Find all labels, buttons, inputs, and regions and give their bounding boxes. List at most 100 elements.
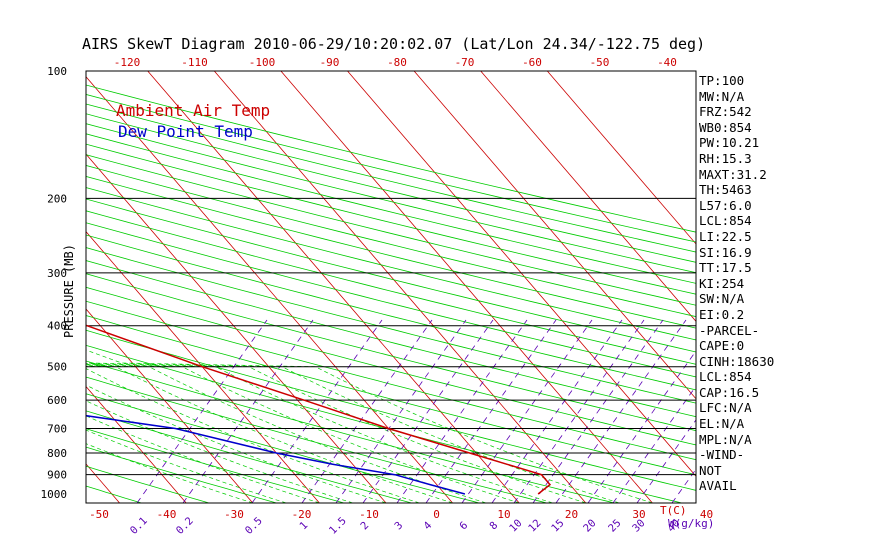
y-tick-label: 800: [47, 447, 67, 460]
dry-adiabat-line: [86, 410, 412, 503]
sounding-index-item: MAXT:31.2: [699, 166, 767, 182]
sounding-index-item: -PARCEL-: [699, 322, 760, 338]
sounding-index-item: PW:10.21: [699, 135, 760, 151]
y-tick-label: 1000: [41, 488, 68, 501]
isotherm-line: [546, 71, 696, 245]
sounding-index-item: EL:N/A: [699, 416, 745, 432]
mixing-ratio-line: [491, 319, 623, 503]
x-tick-label-top: -120: [114, 56, 141, 69]
dry-adiabat-line: [86, 446, 277, 503]
isotherm-line: [86, 308, 254, 503]
sounding-index-item: WB0:854: [699, 119, 752, 135]
sounding-index-item: L57:6.0: [699, 197, 752, 213]
mixing-ratio-label: 1: [297, 519, 310, 532]
dry-adiabat-line: [86, 143, 696, 295]
sounding-index-item: LCL:854: [699, 213, 752, 229]
mixing-ratio-label: 4: [421, 519, 434, 532]
mixing-ratio-label: 6: [457, 519, 470, 532]
isotherm-line: [280, 71, 653, 503]
y-tick-label: 200: [47, 192, 67, 205]
dew-point-profile: [86, 414, 466, 495]
x-tick-label-bottom: 0: [433, 508, 440, 521]
dry-adiabat-line: [86, 154, 696, 306]
sounding-index-item: CINH:18630: [699, 353, 775, 369]
mixing-ratio-label: 2: [358, 519, 371, 532]
dry-adiabat-line: [86, 247, 696, 404]
dry-adiabat-line: [86, 165, 696, 318]
sounding-index-item: TT:17.5: [699, 260, 752, 276]
dry-adiabat-line: [86, 329, 696, 491]
x-tick-label-top: -100: [249, 56, 276, 69]
dry-adiabat-line: [86, 222, 696, 378]
isotherm-line: [347, 71, 696, 477]
y-tick-label: 100: [47, 65, 67, 78]
dry-adiabat-line: [86, 234, 696, 391]
mixing-ratio-label: 0.5: [243, 515, 265, 537]
mixing-ratio-line: [555, 319, 687, 503]
mixing-ratio-label: 12: [526, 517, 543, 534]
mixing-ratio-line: [532, 319, 664, 503]
sounding-index-item: LCL:854: [699, 369, 752, 385]
x-unit-temperature: T(C): [660, 504, 687, 517]
x-tick-label-bottom: -10: [359, 508, 379, 521]
isotherm-line: [86, 153, 387, 503]
moist-adiabat-line: [86, 443, 253, 503]
sounding-index-item: -WIND-: [699, 447, 745, 463]
dry-adiabat-line: [86, 123, 696, 274]
x-tick-label-bottom: -50: [89, 508, 109, 521]
mixing-ratio-line: [182, 319, 314, 503]
dry-adiabat-line: [86, 103, 696, 253]
plot-frame: [85, 70, 697, 504]
sounding-index-item: CAPE:0: [699, 338, 745, 354]
dry-adiabat-line: [86, 300, 696, 461]
sounding-index-item: KI:254: [699, 275, 745, 291]
sounding-index-item: LFC:N/A: [699, 400, 752, 416]
x-unit-mixing-ratio: W(g/kg): [668, 517, 715, 530]
isotherm-line: [0, 71, 53, 503]
mixing-ratio-line: [301, 319, 433, 503]
x-tick-label-bottom: 30: [632, 508, 645, 521]
sounding-index-item: FRZ:542: [699, 104, 752, 120]
mixing-ratio-line: [513, 319, 645, 503]
y-tick-label: 300: [47, 267, 67, 280]
mixing-ratio-line: [612, 385, 696, 503]
sounding-index-item: NOT: [699, 462, 722, 478]
isotherm-line: [86, 76, 453, 503]
x-tick-label-bottom: -30: [224, 508, 244, 521]
dry-adiabat-line: [86, 428, 345, 503]
x-tick-label-bottom: -20: [292, 508, 312, 521]
chart-title: AIRS SkewT Diagram 2010-06-29/10:20:02.0…: [82, 35, 706, 53]
sounding-index-item: SW:N/A: [699, 291, 745, 307]
dry-adiabat-line: [86, 187, 696, 341]
legend-dew-point-temp: Dew Point Temp: [118, 122, 253, 141]
x-tick-label-bottom: 40: [700, 508, 713, 521]
x-tick-label-bottom: 10: [497, 508, 510, 521]
isotherm-line: [413, 71, 696, 400]
mixing-ratio-line: [671, 468, 696, 503]
mixing-ratio-line: [425, 319, 557, 503]
dry-adiabat-line: [86, 175, 696, 329]
mixing-ratio-label: 0.2: [174, 515, 196, 537]
sounding-index-item: RH:15.3: [699, 150, 752, 166]
mixing-ratio-line: [251, 319, 383, 503]
sounding-index-item: CAP:16.5: [699, 384, 760, 400]
x-tick-label-top: -50: [590, 56, 610, 69]
mixing-ratio-label: 8: [487, 519, 500, 532]
sounding-index-item: MPL:N/A: [699, 431, 752, 447]
x-tick-label-top: -90: [320, 56, 340, 69]
mixing-ratio-label: 20: [581, 517, 598, 534]
sounding-index-item: SI:16.9: [699, 244, 752, 260]
sounding-index-item: LI:22.5: [699, 228, 752, 244]
dry-adiabat-line: [86, 376, 547, 503]
dry-adiabat-line: [86, 210, 696, 365]
y-tick-label: 700: [47, 423, 67, 436]
x-tick-label-top: -60: [522, 56, 542, 69]
dry-adiabat-line: [86, 315, 696, 476]
moist-adiabat-line: [86, 363, 553, 503]
mixing-ratio-line: [136, 319, 268, 503]
mixing-ratio-line: [461, 319, 593, 503]
x-tick-label-bottom: 20: [565, 508, 578, 521]
dry-adiabat-line: [86, 133, 696, 284]
ambient-temp-profile: [86, 324, 552, 495]
